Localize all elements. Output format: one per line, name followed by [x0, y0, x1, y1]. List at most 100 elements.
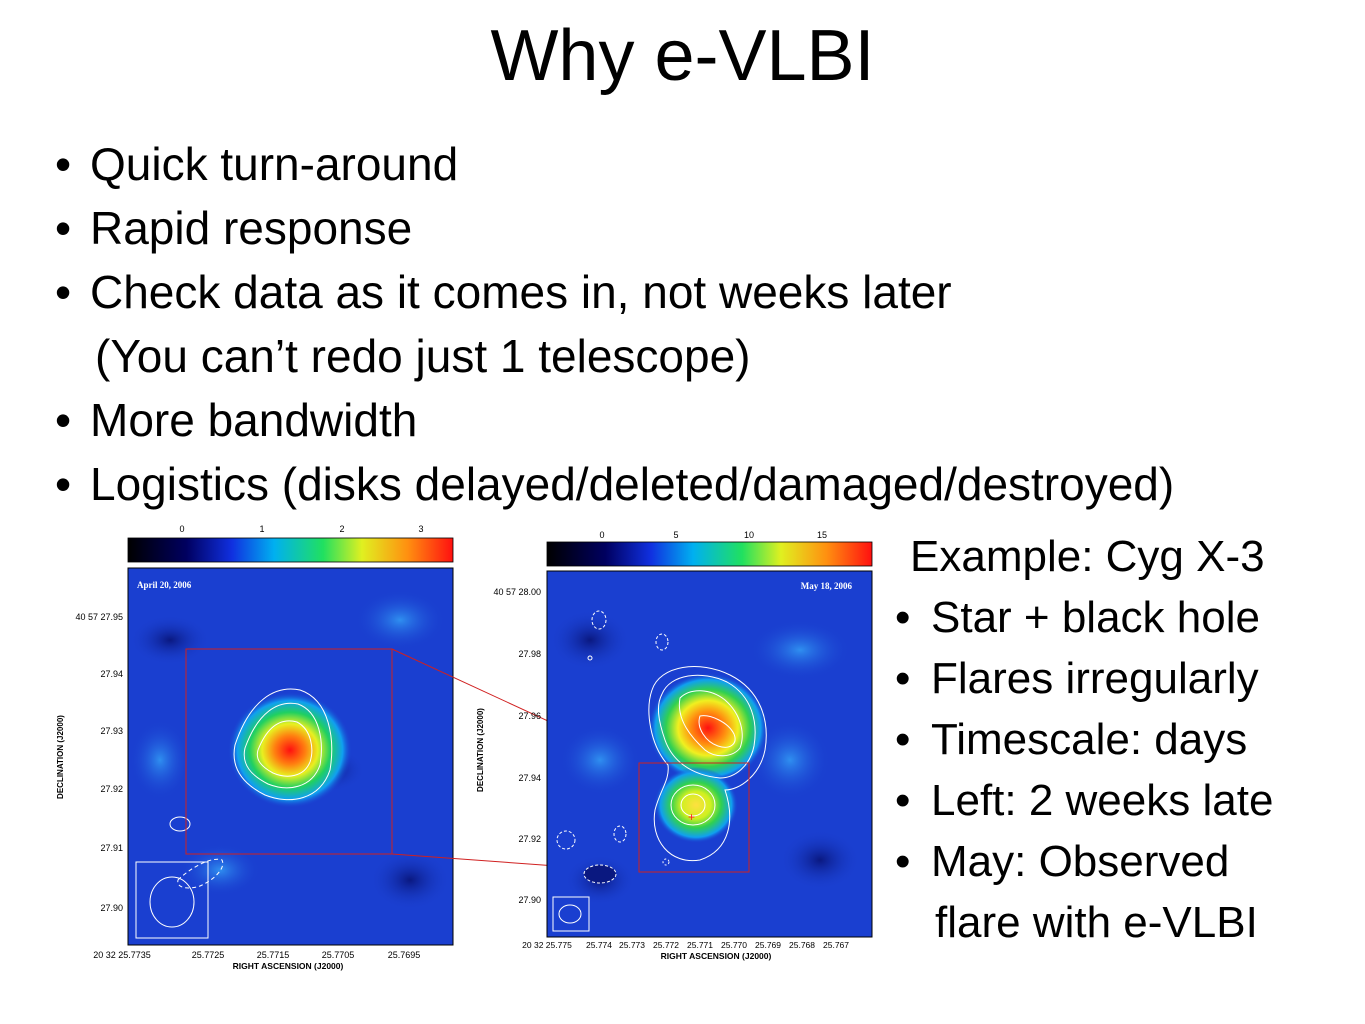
- bullet-item: • Logistics (disks delayed/deleted/damage…: [55, 452, 1174, 516]
- left-contour: [177, 858, 224, 889]
- right-contour: [662, 858, 670, 866]
- example-item: • Flares irregularly: [895, 648, 1273, 709]
- left-y-tick: 27.94: [100, 669, 123, 679]
- left-map: 0 1 2 3 April 20, 2006 40 57 27.95 27.94…: [56, 524, 454, 971]
- bullet-dot-icon: •: [895, 776, 911, 825]
- bullet-dot-icon: •: [55, 266, 72, 318]
- bullet-dot-icon: •: [55, 202, 72, 254]
- left-contour: [169, 816, 191, 832]
- bullet-text: Quick turn-around: [90, 138, 459, 190]
- left-colorbar: [127, 537, 454, 563]
- example-heading: Example: Cyg X-3: [910, 532, 1265, 581]
- right-x-tick: 25.770: [721, 940, 747, 950]
- example-text: Star + black hole: [931, 593, 1260, 642]
- right-contour: [591, 610, 607, 630]
- example-text: Left: 2 weeks late: [931, 776, 1274, 825]
- left-y-tick: 27.93: [100, 726, 123, 736]
- bullet-dot-icon: •: [895, 654, 911, 703]
- right-x-tick: 25.773: [619, 940, 645, 950]
- right-x-tick: 25.767: [823, 940, 849, 950]
- bullet-continuation: (You can’t redo just 1 telescope): [55, 324, 1174, 388]
- example-item: • Star + black hole: [895, 587, 1273, 648]
- bullet-text: Check data as it comes in, not weeks lat…: [90, 266, 952, 318]
- left-y-tick: 40 57 27.95: [75, 612, 123, 622]
- right-contour: [657, 674, 756, 779]
- right-colorbar-tick: 5: [673, 530, 678, 540]
- right-map-date: May 18, 2006: [801, 581, 853, 591]
- left-beam-box: [135, 861, 209, 939]
- example-item: • May: Observed: [895, 831, 1273, 892]
- example-text: Flares irregularly: [931, 654, 1259, 703]
- left-map-date: April 20, 2006: [137, 580, 192, 590]
- left-map-field: [127, 567, 454, 946]
- bullet-dot-icon: •: [895, 593, 911, 642]
- bullet-text: Logistics (disks delayed/deleted/damaged…: [90, 458, 1175, 510]
- bullet-text: More bandwidth: [90, 394, 418, 446]
- right-contour: [678, 690, 743, 757]
- right-x-axis-label: RIGHT ASCENSION (J2000): [661, 951, 772, 961]
- right-x-tick: 25.774: [586, 940, 612, 950]
- right-y-tick: 27.90: [518, 895, 541, 905]
- bullet-dot-icon: •: [55, 458, 72, 510]
- left-colorbar-tick: 2: [339, 524, 344, 534]
- left-y-tick: 27.92: [100, 784, 123, 794]
- right-contour: [583, 864, 617, 884]
- example-text: flare with e-VLBI: [935, 898, 1258, 947]
- right-y-axis-label: DECLINATION (J2000): [476, 708, 485, 792]
- right-x-tick: 25.772: [653, 940, 679, 950]
- slide-title: Why e-VLBI: [490, 16, 875, 96]
- right-source-marker: +: [688, 810, 695, 824]
- left-x-axis-label: RIGHT ASCENSION (J2000): [233, 961, 344, 971]
- left-y-tick: 27.91: [100, 843, 123, 853]
- right-map: 0 5 10 15 + May 18, 2006 40 57 28.00 27.…: [476, 530, 873, 961]
- left-contour: [233, 688, 333, 801]
- right-map-field: [546, 570, 873, 938]
- right-contour: [670, 784, 716, 826]
- right-contour: [587, 655, 593, 661]
- right-beam-box: [552, 896, 590, 932]
- example-list: Example: Cyg X-3 • Star + black hole • Fla…: [895, 526, 1273, 953]
- left-colorbar-tick: 3: [418, 524, 423, 534]
- left-x-tick: 25.7695: [388, 950, 421, 960]
- right-y-tick: 27.92: [518, 834, 541, 844]
- bullet-dot-icon: •: [895, 837, 911, 886]
- right-x-tick: 25.771: [687, 940, 713, 950]
- right-contour: [655, 633, 669, 651]
- left-y-tick: 27.90: [100, 903, 123, 913]
- left-colorbar-tick: 0: [179, 524, 184, 534]
- zoom-connector-line: [391, 853, 640, 873]
- right-colorbar-tick: 10: [744, 530, 754, 540]
- bullet-item: • Check data as it comes in, not weeks la…: [55, 260, 1174, 324]
- bullet-item: • Rapid response: [55, 196, 1174, 260]
- right-colorbar-tick: 0: [599, 530, 604, 540]
- example-text: May: Observed: [931, 837, 1230, 886]
- right-zoom-box: [638, 762, 750, 873]
- right-contour: [698, 715, 736, 748]
- left-x-tick: 25.7705: [322, 950, 355, 960]
- bullet-dot-icon: •: [55, 394, 72, 446]
- right-y-tick: 40 57 28.00: [493, 587, 541, 597]
- right-colorbar-tick: 15: [817, 530, 827, 540]
- example-item: • Timescale: days: [895, 709, 1273, 770]
- right-x-tick: 25.768: [789, 940, 815, 950]
- bullet-dot-icon: •: [895, 715, 911, 764]
- left-zoom-box: [185, 648, 393, 855]
- bullet-text: (You can’t redo just 1 telescope): [95, 330, 751, 382]
- right-contour: [556, 830, 576, 850]
- right-x-tick: 20 32 25.775: [522, 940, 572, 950]
- left-contour: [243, 702, 322, 789]
- zoom-connector-line: [391, 648, 640, 764]
- example-text: Timescale: days: [931, 715, 1248, 764]
- left-contour: [256, 720, 313, 777]
- left-x-tick: 20 32 25.7735: [93, 950, 151, 960]
- bullet-item: • Quick turn-around: [55, 132, 1174, 196]
- bullet-dot-icon: •: [55, 138, 72, 190]
- left-x-tick: 25.7715: [257, 950, 290, 960]
- right-contour: [680, 793, 706, 817]
- bullet-text: Rapid response: [90, 202, 413, 254]
- right-y-tick: 27.98: [518, 649, 541, 659]
- right-x-tick: 25.769: [755, 940, 781, 950]
- main-bullet-list: • Quick turn-around • Rapid response • Chec…: [55, 132, 1174, 516]
- right-beam-ellipse: [558, 904, 582, 924]
- left-y-axis-label: DECLINATION (J2000): [56, 715, 65, 799]
